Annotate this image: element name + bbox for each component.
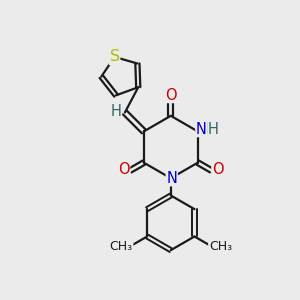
Text: O: O xyxy=(212,162,224,177)
Text: O: O xyxy=(166,88,177,103)
Text: N: N xyxy=(166,171,177,186)
Text: H: H xyxy=(208,122,219,136)
Text: S: S xyxy=(110,50,120,64)
Text: O: O xyxy=(118,162,130,177)
Text: CH₃: CH₃ xyxy=(110,240,133,254)
Text: NH: NH xyxy=(196,122,218,136)
Text: H: H xyxy=(110,104,122,119)
Text: CH₃: CH₃ xyxy=(209,240,232,254)
